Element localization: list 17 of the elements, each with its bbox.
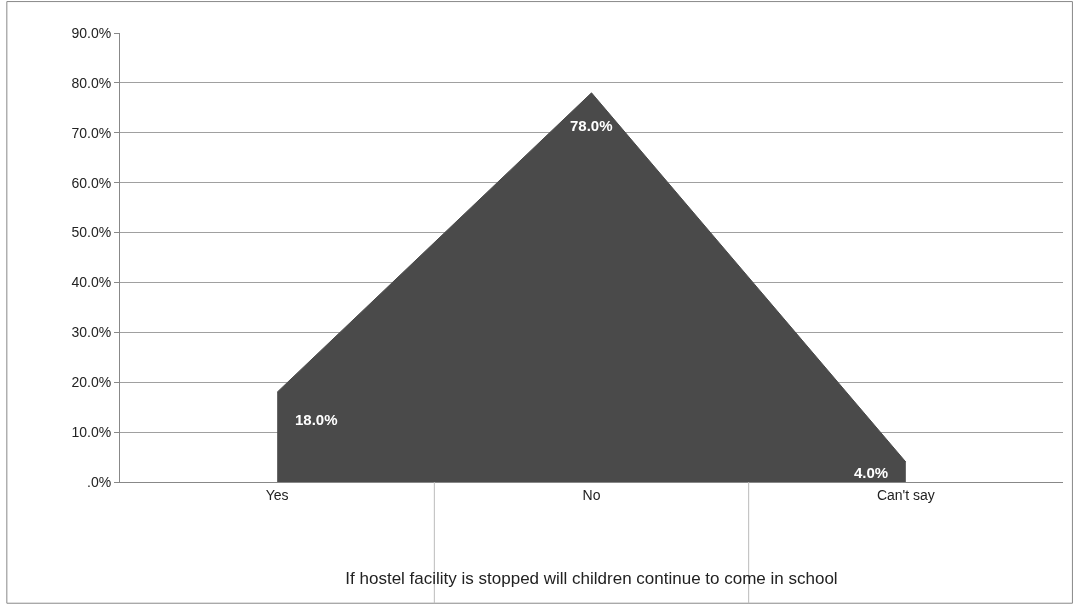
y-tick-label: 20.0% [71, 374, 112, 391]
y-tick-label: 10.0% [71, 424, 112, 441]
data-label: 4.0% [854, 464, 889, 481]
x-tick-label: Yes [265, 486, 289, 503]
data-label: 78.0% [570, 117, 613, 134]
y-tick-label: 60.0% [71, 174, 112, 191]
x-tick-label: Can't say [876, 486, 935, 503]
x-tick-label: No [582, 486, 601, 503]
y-tick-label: 90.0% [71, 24, 112, 41]
y-tick-label: 50.0% [71, 224, 112, 241]
y-tick-label: 40.0% [71, 274, 112, 291]
y-tick-label: 80.0% [71, 74, 112, 91]
y-tick-label: 30.0% [71, 324, 112, 341]
data-label: 18.0% [295, 411, 338, 428]
y-tick-label: .0% [87, 473, 112, 490]
y-tick-label: 70.0% [71, 124, 112, 141]
x-axis-title: If hostel facility is stopped will children continue to come in school [345, 569, 838, 589]
